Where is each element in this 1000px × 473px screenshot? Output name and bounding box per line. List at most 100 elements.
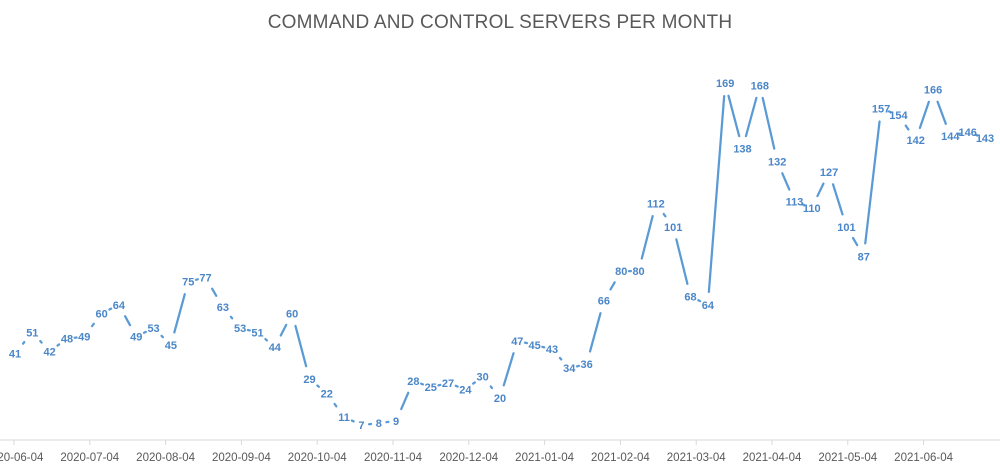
x-tick-label: 2020-12-04 [439,452,498,464]
line-segment [761,96,776,150]
line-segment [707,95,726,294]
data-label: 80 [632,266,644,278]
line-segment [974,133,979,137]
line-segment [558,356,563,361]
line-segment [851,236,859,247]
line-segment [400,391,410,411]
data-label: 101 [837,222,855,234]
x-tick-label: 2021-06-04 [894,452,953,464]
data-label: 166 [924,85,942,97]
data-label: 9 [393,416,399,428]
line-segment [831,183,844,216]
line-segment [781,172,791,191]
line-segment [801,203,806,207]
data-label: 132 [768,156,786,168]
line-segment [419,382,425,386]
line-segment [662,212,667,218]
line-segment [472,381,476,385]
data-label: 42 [44,346,56,358]
x-tick-label: 2021-02-04 [591,452,650,464]
data-label: 49 [130,332,142,344]
line-segment [294,324,308,368]
data-label: 7 [358,420,364,432]
line-segment [160,334,165,339]
data-label: 51 [251,327,263,339]
data-label: 34 [563,363,576,375]
data-label: 143 [976,133,994,145]
data-label: 45 [529,340,541,352]
line-segment [904,124,910,131]
data-label: 101 [664,222,682,234]
data-label: 28 [407,376,419,388]
data-label: 36 [580,359,592,371]
data-label: 60 [286,308,298,320]
data-label: 169 [716,78,734,90]
data-label: 64 [702,300,715,312]
line-segment [333,402,338,408]
data-label: 146 [958,127,976,139]
data-label: 87 [858,251,870,263]
data-label: 51 [26,327,38,339]
line-segment [918,100,930,130]
line-segment [697,299,702,303]
line-segment [675,238,689,285]
line-segment [936,100,947,125]
data-label: 25 [425,382,437,394]
data-label: 154 [889,110,908,122]
line-segment [588,312,602,353]
line-segment [609,281,616,291]
data-label: 113 [786,196,804,208]
line-segment [210,287,218,297]
data-label: 53 [234,323,246,335]
x-tick-label: 2021-05-04 [818,452,877,464]
line-segment [21,340,26,345]
x-tick-label: 2021-01-04 [515,452,574,464]
series-line [21,94,979,426]
line-segment [90,322,95,328]
chart-title: COMMAND AND CONTROL SERVERS PER MONTH [267,12,733,33]
x-tick-label: 2020-08-04 [136,452,195,464]
data-label: 142 [907,135,925,147]
line-segment [264,337,269,342]
data-label: 64 [113,300,126,312]
data-label: 110 [803,203,821,215]
data-labels: 41 51 42 48 49 60 64 49 53 45 75 77 63 53 51 44 60 29 22 11… [9,78,994,432]
data-label: 43 [546,344,558,356]
x-tick-label: 2020-06-04 [0,452,44,464]
data-label: 41 [9,348,21,360]
line-segment [108,307,113,311]
data-label: 112 [647,199,665,211]
data-label: 60 [95,308,107,320]
data-label: 48 [61,334,73,346]
data-label: 27 [442,378,454,390]
x-tick-label: 2020-07-04 [60,452,119,464]
line-segment [489,385,494,390]
data-label: 11 [338,412,350,424]
line-segment [316,384,321,388]
data-label: 29 [303,374,315,386]
line-segment [56,343,61,347]
data-label: 77 [199,272,211,284]
line-segment [279,323,288,337]
data-label: 20 [494,393,506,405]
x-tick-label: 2020-11-04 [364,452,423,464]
data-label: 49 [78,332,90,344]
data-label: 80 [615,266,627,278]
line-segment [816,182,825,198]
data-label: 47 [511,336,523,348]
line-segment [229,315,234,320]
line-segment [124,315,132,327]
data-label: 8 [376,418,382,430]
data-label: 63 [217,302,229,314]
data-label: 45 [165,340,177,352]
data-label: 144 [941,131,960,143]
line-segment [502,352,515,387]
line-segment [39,339,43,344]
data-label: 127 [820,167,838,179]
data-label: 53 [147,323,159,335]
line-segment [350,419,355,423]
line-segment [864,120,881,245]
data-label: 24 [459,384,472,396]
data-label: 138 [733,144,751,156]
